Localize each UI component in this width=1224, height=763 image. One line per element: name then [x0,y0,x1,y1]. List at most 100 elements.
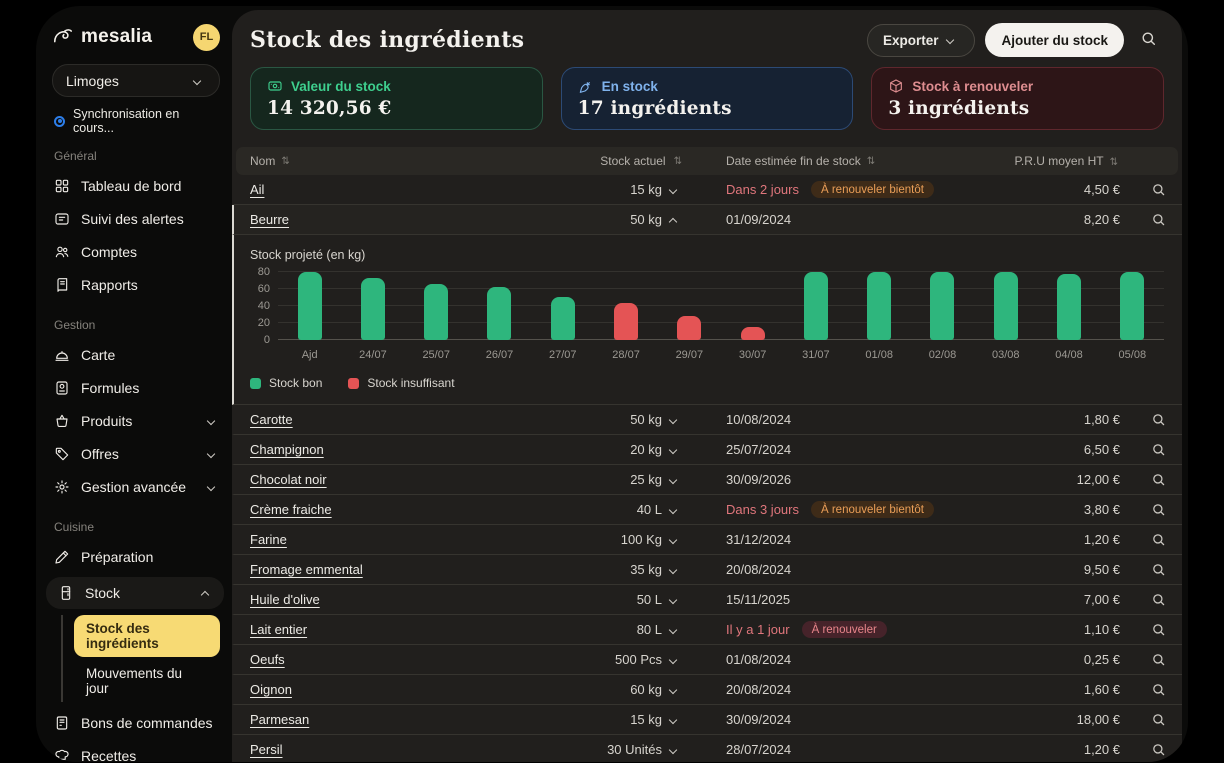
ingredient-name-link[interactable]: Beurre [250,212,290,227]
price-cell: 12,00 € [1076,472,1120,487]
location-select[interactable]: Limoges [52,64,220,97]
ingredient-name-link[interactable]: Huile d'olive [250,592,320,607]
search-button[interactable] [1132,24,1164,56]
avatar[interactable]: FL [193,23,220,51]
chart-title: Stock projeté (en kg) [250,248,366,262]
table-row-beurre: Beurre 50 kg 01/09/2024 8,20 € [232,205,1182,235]
bar-slot [721,272,784,340]
date-cell: 25/07/2024 [682,442,1010,457]
row-search-icon[interactable] [1151,502,1166,517]
stock-chevron-icon[interactable] [668,625,678,634]
stock-chevron-icon[interactable] [668,185,678,194]
ingredient-name-link[interactable]: Crème fraiche [250,502,332,517]
column-header-name[interactable]: Nom ⇅ [250,154,290,168]
sidebar-item-offres[interactable]: Offres [52,441,220,467]
sidebar-item-label: Tableau de bord [81,178,182,194]
row-search-icon[interactable] [1151,742,1166,757]
x-tick-label: 05/08 [1118,349,1147,361]
add-stock-button[interactable]: Ajouter du stock [985,23,1124,57]
x-tick-label: 25/07 [422,349,450,361]
stock-chevron-icon[interactable] [668,535,678,544]
stock-chevron-icon[interactable] [668,217,678,226]
stat-card-en-stock: En stock 17 ingrédients [560,67,854,130]
row-search-icon[interactable] [1151,412,1166,427]
stock-value: 60 kg [630,682,662,697]
bar-04-08 [1057,273,1082,340]
export-button[interactable]: Exporter [866,23,976,57]
sidebar-item-tableau-de-bord[interactable]: Tableau de bord [52,173,220,199]
gridline [278,271,1164,272]
row-search-icon[interactable] [1151,592,1166,607]
ingredient-name-link[interactable]: Carotte [250,412,293,427]
y-tick-label: 80 [257,266,270,278]
bar-slot [278,272,341,340]
brand-name: mesalia [81,26,153,47]
stock-chevron-icon[interactable] [668,565,678,574]
row-search-icon[interactable] [1151,182,1166,197]
ingredient-name-link[interactable]: Farine [250,532,287,547]
table-row-persil: Persil 30 Unités 28/07/2024 1,20 € [232,735,1182,762]
stock-chevron-icon[interactable] [668,715,678,724]
row-search-icon[interactable] [1151,622,1166,637]
row-search-icon[interactable] [1151,532,1166,547]
stock-chevron-icon[interactable] [668,475,678,484]
stock-chevron-icon[interactable] [668,685,678,694]
date-cell: 30/09/2024 [682,712,1010,727]
stock-end-date: 15/11/2025 [726,592,791,607]
row-search-icon[interactable] [1151,682,1166,697]
price-cell: 3,80 € [1083,502,1120,517]
ingredient-name-link[interactable]: Fromage emmental [250,562,363,577]
ingredient-name-link[interactable]: Chocolat noir [250,472,327,487]
row-search-icon[interactable] [1151,212,1166,227]
row-search-icon[interactable] [1151,442,1166,457]
sidebar-item-label: Formules [81,380,140,396]
stat-value: 3 ingrédients [888,98,1030,119]
sort-icon: ⇅ [281,155,290,167]
stock-chevron-icon[interactable] [668,505,678,514]
ingredient-name-link[interactable]: Oignon [250,682,292,697]
stock-chevron-icon[interactable] [668,445,678,454]
bar-slot [658,272,721,340]
table-row-lait-entier: Lait entier 80 L Il y a 1 jour À renouvel… [232,615,1182,645]
bar-slot [911,272,974,340]
stock-chevron-icon[interactable] [668,595,678,604]
stock-end-date: 20/08/2024 [726,682,792,697]
ingredient-name-link[interactable]: Oeufs [250,652,285,667]
sidebar-item-gestion-avancee[interactable]: Gestion avancée [52,474,220,500]
x-tick-label: 31/07 [802,349,830,361]
sidebar-item-stock[interactable]: Stock [56,579,214,607]
sidebar-item-preparation[interactable]: Préparation [52,544,220,570]
bar-slot [784,272,847,340]
sidebar-item-produits[interactable]: Produits [52,408,220,434]
sidebar-item-rapports[interactable]: Rapports [52,272,220,298]
ingredient-name-link[interactable]: Parmesan [250,712,310,727]
stock-chevron-icon[interactable] [668,655,678,664]
sidebar-item-comptes[interactable]: Comptes [52,239,220,265]
submenu-item-stock-des-ingredients[interactable]: Stock des ingrédients [74,615,220,657]
sidebar-item-suivi-des-alertes[interactable]: Suivi des alertes [52,206,220,232]
sidebar-item-carte[interactable]: Carte [52,342,220,368]
stock-chevron-icon[interactable] [668,415,678,424]
ingredient-name-link[interactable]: Persil [250,742,283,757]
brand: mesalia FL [52,20,220,54]
sidebar-item-bons-de-commandes[interactable]: Bons de commandes [52,710,220,736]
sidebar-item-formules[interactable]: Formules [52,375,220,401]
row-search-icon[interactable] [1151,472,1166,487]
ingredient-name-link[interactable]: Champignon [250,442,324,457]
stock-chevron-icon[interactable] [668,745,678,754]
column-header-date[interactable]: Date estimée fin de stock ⇅ [726,154,876,168]
price-cell: 9,50 € [1083,562,1120,577]
sidebar-item-recettes[interactable]: Recettes [52,743,220,762]
submenu-item-mouvements-du-jour[interactable]: Mouvements du jour [86,666,183,696]
stock-depletion-status: Dans 3 jours [726,502,799,517]
column-header-stock[interactable]: Stock actuel ⇅ [600,154,682,168]
row-search-icon[interactable] [1151,652,1166,667]
column-header-price[interactable]: P.R.U moyen HT ⇅ [1014,154,1118,168]
row-search-icon[interactable] [1151,562,1166,577]
date-cell: Dans 2 jours À renouveler bientôt [682,181,1010,198]
ingredient-name-link[interactable]: Lait entier [250,622,308,637]
bar-slot [974,272,1037,340]
ingredient-name-link[interactable]: Ail [250,182,265,197]
row-search-icon[interactable] [1151,712,1166,727]
stock-value: 35 kg [630,562,662,577]
